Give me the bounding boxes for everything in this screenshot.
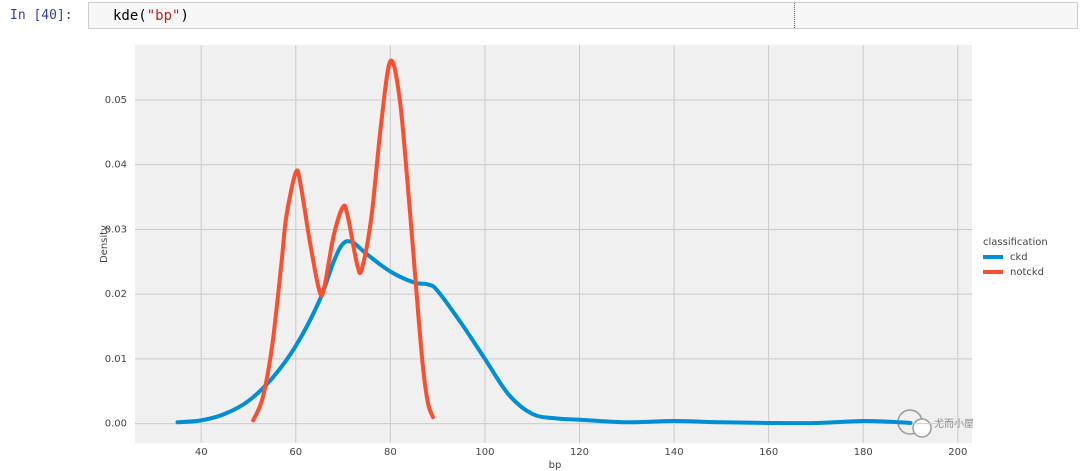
y-tick-label: 0.01 xyxy=(105,354,127,365)
code-cell[interactable]: kde("bp") xyxy=(88,2,1078,29)
y-tick-label: 0.00 xyxy=(105,419,127,430)
legend-label: ckd xyxy=(1010,252,1028,263)
x-tick-label: 100 xyxy=(475,447,494,458)
x-tick-label: 140 xyxy=(665,447,684,458)
line xyxy=(175,239,913,426)
legend-title: classification xyxy=(983,237,1048,248)
x-tick-label: 80 xyxy=(384,447,397,458)
code-token: kde( xyxy=(113,8,147,24)
y-tick-label: 0.03 xyxy=(105,224,127,235)
x-axis-label: bp xyxy=(549,460,562,471)
legend-label: notckd xyxy=(1010,267,1044,278)
cell-prompt: In [40]: xyxy=(10,8,73,23)
watermark-icon xyxy=(912,418,932,438)
code-token: ) xyxy=(180,8,189,24)
x-tick-label: 120 xyxy=(570,447,589,458)
y-tick-label: 0.02 xyxy=(105,289,127,300)
y-axis-label: Density xyxy=(99,225,110,263)
x-tick-label: 40 xyxy=(195,447,208,458)
code-token: "bp" xyxy=(146,8,181,24)
x-tick-label: 200 xyxy=(948,447,967,458)
ruler xyxy=(794,3,795,28)
plot-area xyxy=(135,45,972,443)
line xyxy=(251,58,435,423)
x-tick-label: 60 xyxy=(289,447,302,458)
x-tick-label: 180 xyxy=(854,447,873,458)
code: kde("bp") xyxy=(113,8,189,24)
y-tick-label: 0.04 xyxy=(105,160,127,171)
x-tick-label: 160 xyxy=(759,447,778,458)
y-tick-label: 0.05 xyxy=(105,95,127,106)
